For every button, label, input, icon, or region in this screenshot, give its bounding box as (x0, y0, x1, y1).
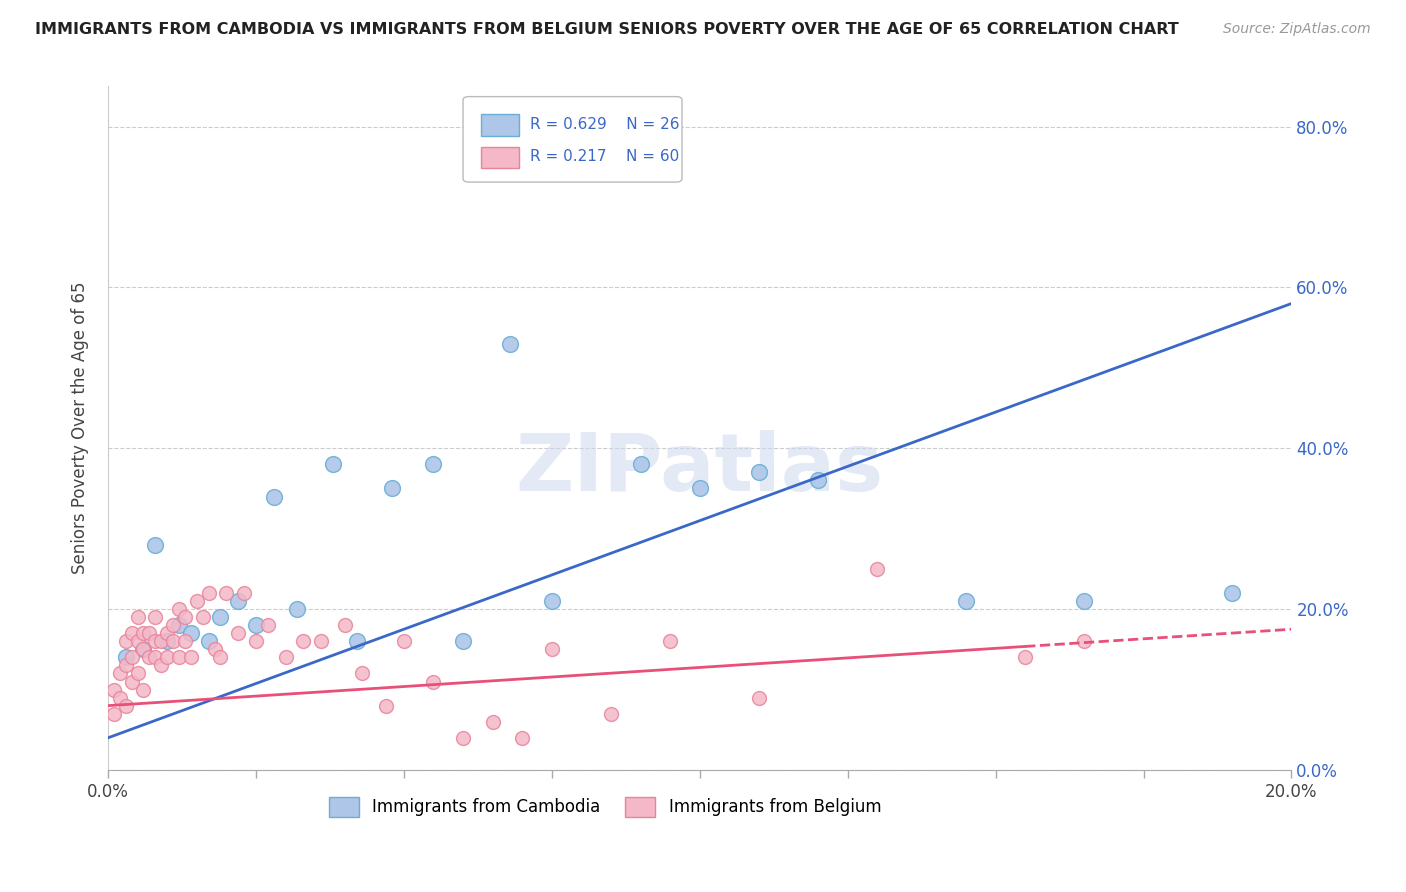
Legend: Immigrants from Cambodia, Immigrants from Belgium: Immigrants from Cambodia, Immigrants fro… (322, 790, 889, 823)
Point (103, 706, 125, 721)
Point (540, 642, 562, 657)
Point (132, 642, 155, 657)
Y-axis label: Seniors Poverty Over the Age of 65: Seniors Poverty Over the Age of 65 (72, 282, 89, 574)
Point (108, 690, 131, 705)
Point (233, 586, 256, 600)
Point (600, 706, 623, 721)
Point (150, 658, 173, 673)
Point (422, 458, 444, 472)
Point (143, 634, 166, 648)
Point (132, 626, 155, 640)
Point (451, 634, 474, 648)
Point (121, 626, 143, 640)
Point (156, 650, 179, 665)
Point (127, 634, 149, 648)
Point (1014, 650, 1036, 665)
Point (422, 674, 444, 689)
Point (121, 650, 143, 665)
Point (481, 714, 503, 729)
Point (180, 626, 202, 640)
Point (1073, 634, 1095, 648)
Text: R = 0.629    N = 26: R = 0.629 N = 26 (530, 117, 681, 132)
Point (204, 642, 226, 657)
FancyBboxPatch shape (463, 96, 682, 182)
Point (274, 650, 297, 665)
Text: Source: ZipAtlas.com: Source: ZipAtlas.com (1223, 22, 1371, 37)
Point (689, 482, 711, 496)
Point (143, 610, 166, 624)
Point (346, 634, 368, 648)
Point (215, 586, 238, 600)
Point (226, 594, 249, 608)
Text: ZIPatlas: ZIPatlas (516, 430, 884, 508)
Point (392, 634, 415, 648)
Point (132, 642, 155, 657)
Point (167, 602, 190, 616)
Point (186, 594, 208, 608)
Point (245, 634, 267, 648)
Point (285, 602, 308, 616)
Point (167, 650, 190, 665)
Point (162, 634, 184, 648)
Text: IMMIGRANTS FROM CAMBODIA VS IMMIGRANTS FROM BELGIUM SENIORS POVERTY OVER THE AGE: IMMIGRANTS FROM CAMBODIA VS IMMIGRANTS F… (35, 22, 1178, 37)
Point (114, 634, 136, 648)
Point (156, 634, 179, 648)
Point (375, 698, 398, 713)
Point (209, 650, 232, 665)
Point (138, 650, 160, 665)
Point (174, 634, 197, 648)
Point (132, 682, 155, 697)
Point (499, 336, 522, 351)
Point (180, 650, 202, 665)
Point (226, 626, 249, 640)
Point (245, 618, 267, 632)
Point (748, 466, 770, 480)
Point (121, 674, 143, 689)
Point (127, 610, 149, 624)
Point (108, 666, 131, 681)
Point (659, 634, 682, 648)
Point (197, 586, 219, 600)
Point (263, 490, 285, 504)
Point (143, 650, 166, 665)
Point (866, 562, 889, 576)
Point (381, 482, 404, 496)
Point (197, 634, 219, 648)
Point (114, 650, 136, 665)
Point (540, 594, 562, 608)
Point (209, 610, 232, 624)
Point (292, 634, 315, 648)
Point (352, 666, 374, 681)
Point (156, 626, 179, 640)
Point (630, 458, 652, 472)
Point (955, 594, 977, 608)
Point (138, 626, 160, 640)
Point (162, 618, 184, 632)
Point (143, 538, 166, 552)
Point (451, 731, 474, 745)
Point (510, 731, 533, 745)
Point (309, 634, 332, 648)
Point (1220, 586, 1243, 600)
Point (150, 634, 173, 648)
FancyBboxPatch shape (481, 114, 519, 136)
Point (103, 682, 125, 697)
Point (256, 618, 278, 632)
Point (191, 610, 214, 624)
Text: R = 0.217    N = 60: R = 0.217 N = 60 (530, 149, 679, 164)
Point (127, 666, 149, 681)
Point (807, 474, 830, 488)
Point (748, 690, 770, 705)
Point (333, 618, 356, 632)
Point (174, 610, 197, 624)
Point (167, 618, 190, 632)
Point (322, 458, 344, 472)
Point (114, 698, 136, 713)
Point (1073, 594, 1095, 608)
Point (114, 658, 136, 673)
FancyBboxPatch shape (481, 146, 519, 169)
